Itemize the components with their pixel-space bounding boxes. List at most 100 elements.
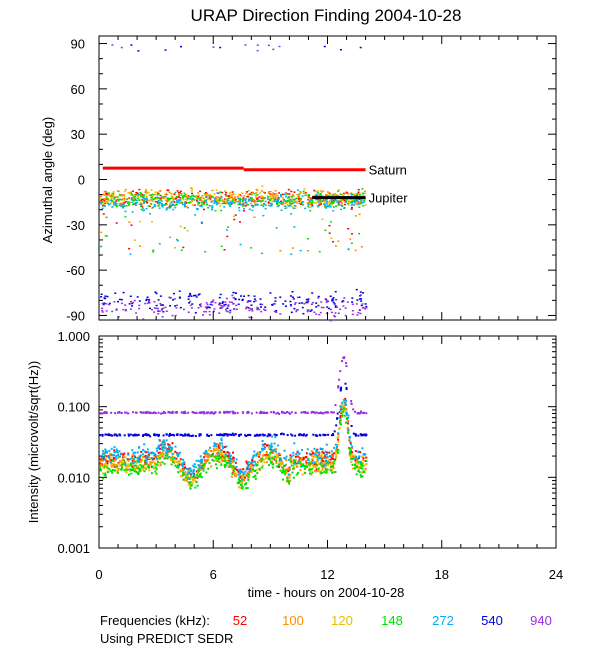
- intensity-point-272: [134, 461, 137, 464]
- azimuth-point-272: [142, 196, 145, 199]
- azimuth-point-100: [139, 245, 141, 247]
- intensity-point-120: [241, 480, 244, 483]
- azimuth-point-940: [159, 302, 162, 305]
- azimuth-point-52: [106, 192, 109, 195]
- azimuth-point-940: [334, 315, 337, 318]
- intensity-point-120: [183, 478, 186, 481]
- intensity-point-940: [153, 411, 156, 414]
- azimuth-point-540: [323, 45, 326, 48]
- intensity-point-148: [326, 461, 329, 464]
- intensity-point-148: [282, 466, 285, 469]
- intensity-point-272: [238, 472, 241, 475]
- intensity-point-148: [317, 467, 320, 470]
- azimuth-point-540: [130, 44, 133, 46]
- azimuth-point-272: [256, 204, 259, 206]
- intensity-point-272: [315, 449, 318, 452]
- intensity-point-148: [170, 463, 173, 466]
- intensity-point-52: [217, 445, 220, 448]
- azimuth-point-148: [219, 191, 222, 193]
- intensity-point-940: [330, 411, 333, 414]
- intensity-point-540: [221, 434, 224, 437]
- intensity-point-100: [265, 461, 268, 464]
- intensity-point-148: [325, 471, 328, 474]
- intensity-point-52: [289, 454, 292, 457]
- azimuth-point-52: [205, 192, 207, 194]
- azimuth-point-52: [328, 224, 331, 227]
- azimuth-point-540: [301, 306, 304, 309]
- intensity-point-148: [258, 467, 261, 470]
- azimuth-point-100: [202, 197, 205, 199]
- azimuth-point-52: [318, 204, 321, 206]
- azimuth-point-100: [342, 199, 344, 202]
- intensity-point-940: [276, 411, 279, 414]
- azimuth-point-540: [174, 305, 177, 307]
- intensity-point-148: [365, 459, 368, 462]
- azimuth-tick-label: 30: [71, 127, 85, 142]
- intensity-point-52: [354, 459, 357, 462]
- intensity-point-540: [357, 434, 360, 437]
- intensity-point-148: [332, 465, 334, 468]
- azimuth-point-540: [206, 306, 209, 308]
- intensity-point-540: [137, 433, 140, 436]
- x-tick-label: 6: [210, 567, 217, 582]
- intensity-point-940: [164, 411, 167, 414]
- azimuth-point-148: [182, 195, 184, 198]
- intensity-point-940: [118, 411, 121, 413]
- azimuth-point-52: [297, 195, 300, 198]
- azimuth-point-272: [111, 206, 114, 208]
- intensity-point-148: [282, 469, 284, 472]
- intensity-point-120: [363, 464, 366, 467]
- intensity-point-540: [216, 433, 219, 436]
- intensity-point-120: [320, 454, 322, 457]
- intensity-point-272: [268, 444, 271, 447]
- azimuth-point-100: [111, 193, 114, 195]
- azimuth-point-940: [105, 310, 108, 312]
- azimuth-point-940: [245, 306, 248, 308]
- intensity-point-148: [307, 457, 310, 460]
- intensity-point-272: [334, 443, 337, 446]
- intensity-point-540: [186, 434, 189, 436]
- azimuth-point-100: [360, 246, 363, 248]
- intensity-point-148: [346, 418, 348, 420]
- intensity-point-148: [216, 460, 219, 462]
- azimuth-point-148: [126, 198, 129, 201]
- azimuth-point-120: [282, 202, 285, 205]
- intensity-point-120: [156, 458, 158, 461]
- intensity-point-148: [363, 470, 366, 473]
- intensity-point-272: [158, 438, 161, 441]
- azimuth-point-272: [315, 194, 318, 196]
- azimuth-point-148: [151, 193, 154, 196]
- azimuth-point-100: [266, 197, 269, 199]
- azimuth-point-120: [215, 197, 218, 199]
- intensity-point-52: [131, 465, 134, 468]
- intensity-point-52: [153, 457, 156, 460]
- azimuth-point-52: [209, 196, 212, 199]
- azimuth-point-120: [213, 193, 216, 195]
- intensity-point-272: [127, 453, 130, 456]
- intensity-point-120: [318, 455, 321, 458]
- intensity-point-120: [226, 460, 229, 463]
- azimuth-point-120: [274, 196, 277, 198]
- azimuth-point-940: [212, 299, 215, 301]
- intensity-point-120: [314, 466, 317, 469]
- azimuth-point-272: [325, 202, 328, 205]
- azimuth-point-100: [340, 199, 343, 202]
- azimuth-point-940: [235, 304, 238, 307]
- azimuth-point-272: [214, 200, 217, 203]
- azimuth-point-52: [105, 194, 108, 196]
- intensity-point-100: [99, 464, 102, 467]
- azimuth-point-120: [329, 194, 332, 197]
- azimuth-point-148: [288, 201, 291, 203]
- intensity-point-52: [226, 454, 229, 457]
- azimuth-point-272: [270, 202, 273, 205]
- intensity-point-540: [247, 434, 250, 436]
- intensity-point-148: [321, 465, 324, 468]
- azimuth-point-940: [120, 302, 123, 305]
- azimuth-point-540: [253, 295, 256, 297]
- intensity-point-540: [305, 434, 307, 437]
- intensity-point-272: [324, 453, 327, 456]
- azimuth-point-120: [140, 202, 143, 204]
- intensity-point-120: [337, 435, 340, 438]
- azimuth-point-52: [178, 191, 181, 194]
- intensity-point-52: [103, 457, 105, 460]
